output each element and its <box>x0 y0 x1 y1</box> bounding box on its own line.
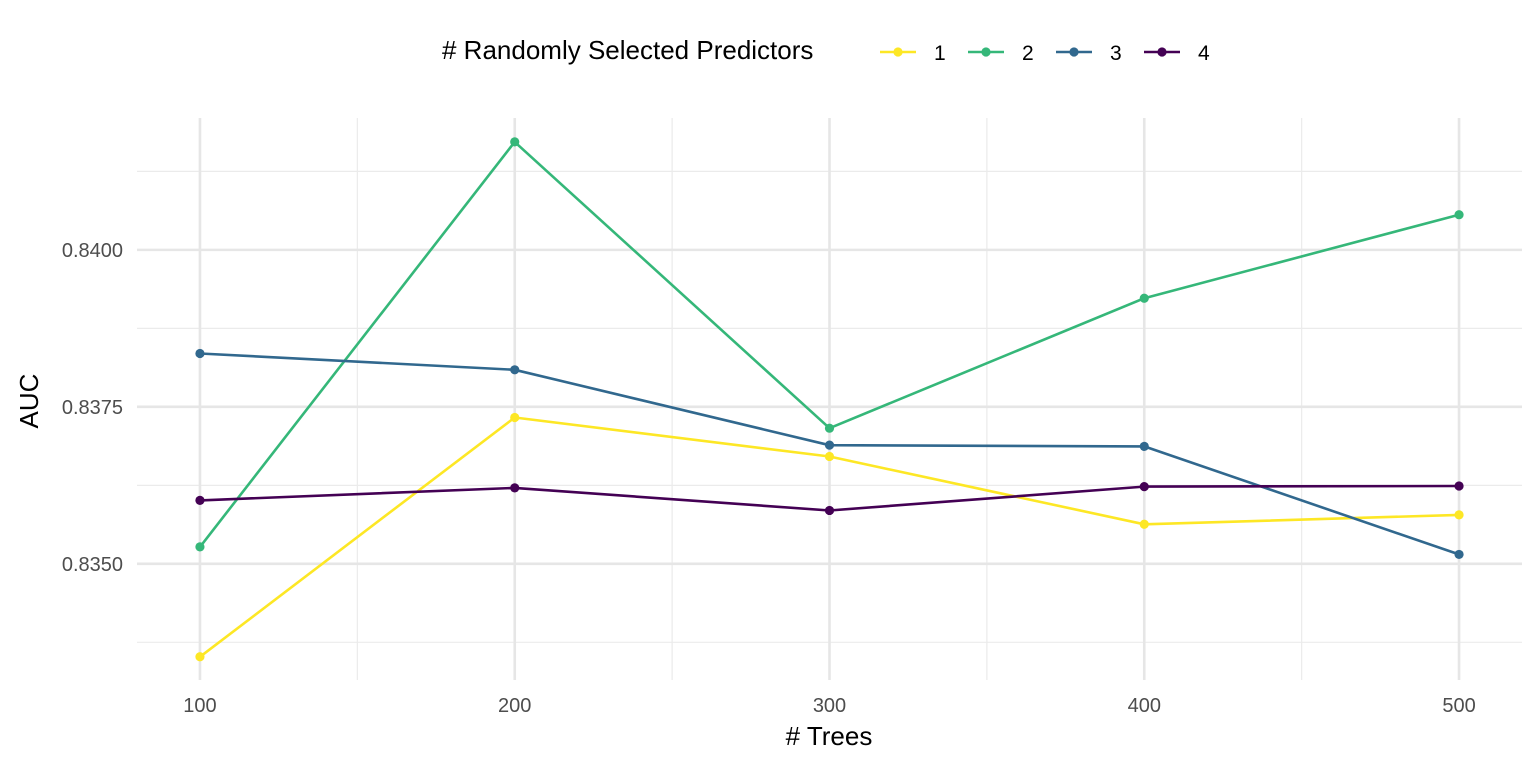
y-axis-title: AUC <box>14 374 44 429</box>
x-tick-label: 200 <box>498 695 531 717</box>
legend-item-4: 4 <box>1144 42 1210 65</box>
data-point <box>1139 293 1149 303</box>
y-tick-label: 0.8350 <box>62 554 123 576</box>
legend-item-1: 1 <box>880 42 946 65</box>
data-point <box>510 365 520 375</box>
legend-key-point <box>981 47 991 57</box>
major-gridlines <box>137 118 1522 680</box>
data-point <box>195 348 205 359</box>
series-4 <box>195 481 1464 516</box>
data-point <box>195 542 205 552</box>
x-tick-label: 100 <box>183 695 216 717</box>
data-point <box>195 652 205 662</box>
legend-item-2: 2 <box>968 42 1034 65</box>
legend-key-point <box>1069 47 1079 57</box>
data-point <box>1139 519 1149 529</box>
data-point <box>824 440 835 450</box>
x-tick-label: 400 <box>1128 695 1161 717</box>
data-point <box>1454 549 1464 560</box>
data-point <box>510 137 520 147</box>
y-tick-label: 0.8400 <box>62 240 123 262</box>
series-layer <box>195 137 1464 662</box>
legend-label: 3 <box>1110 42 1122 65</box>
legend-title: # Randomly Selected Predictors <box>442 35 813 65</box>
data-point <box>1454 210 1464 220</box>
legend-key-point <box>1157 47 1167 57</box>
data-point <box>510 412 520 423</box>
data-point <box>824 423 835 433</box>
data-point <box>1139 441 1149 452</box>
x-axis-title: # Trees <box>786 721 873 751</box>
legend: # Randomly Selected Predictors 1 2 3 4 <box>442 35 1210 65</box>
x-tick-label: 500 <box>1442 695 1475 717</box>
series-2 <box>195 137 1464 552</box>
data-point <box>1454 481 1464 491</box>
legend-label: 2 <box>1022 42 1034 65</box>
legend-label: 4 <box>1198 42 1210 65</box>
y-axis-ticks: 0.8350 0.8375 0.8400 <box>62 240 123 576</box>
data-point <box>824 505 835 516</box>
data-point <box>824 451 835 462</box>
legend-label: 1 <box>934 42 946 65</box>
data-point <box>195 495 205 506</box>
legend-items: 1 2 3 4 <box>880 42 1210 65</box>
series-3 <box>195 348 1464 560</box>
x-axis-ticks: 100 200 300 400 500 <box>183 695 1475 717</box>
series-1 <box>195 412 1464 662</box>
y-tick-label: 0.8375 <box>62 397 123 419</box>
legend-key-point <box>893 47 903 57</box>
legend-item-3: 3 <box>1056 42 1122 65</box>
data-point <box>1454 510 1464 520</box>
x-tick-label: 300 <box>813 695 846 717</box>
data-point <box>510 483 520 493</box>
data-point <box>1139 481 1149 492</box>
